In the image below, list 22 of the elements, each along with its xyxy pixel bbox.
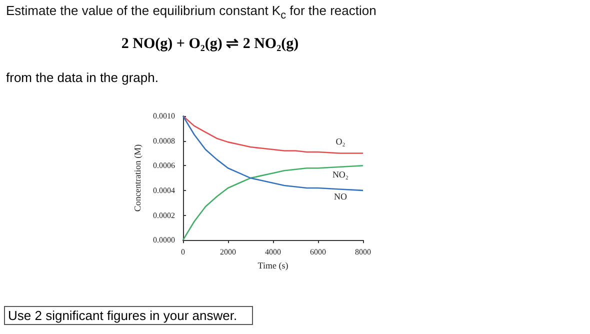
y-tick-label: 0.0004: [153, 186, 175, 195]
x-tick-label: 8000: [355, 248, 371, 257]
line-series: [182, 115, 364, 192]
x-tick-label: 6000: [310, 248, 326, 257]
y-tick-label: 0.0008: [153, 136, 175, 146]
series-label: NO: [334, 192, 348, 202]
chart-title: Estimate the value of the equilibrium constant K$_{c}$ for the reaction: [6, 3, 376, 22]
text: Use 2 significant figures in your answer.: [4, 306, 253, 325]
text: from the data in the graph.: [6, 70, 158, 85]
series-label: O₂: [336, 136, 346, 147]
x-axis-title: Time (s): [258, 260, 288, 270]
x-tick-label: 0: [181, 248, 185, 257]
y-tick-label: 0.0002: [153, 210, 175, 220]
chart-subtitle: 2 NO(g) + O₂(g) ⇌ 2 NO₂(g): [120, 35, 300, 53]
line-series: [182, 115, 364, 154]
series-label: NO₂: [332, 169, 349, 180]
x-tick-label: 4000: [265, 248, 281, 257]
y-tick-label: 0.0006: [153, 161, 175, 170]
y-axis-title: Concentration (M): [132, 144, 143, 212]
x-tick-label: 2000: [220, 248, 236, 257]
y-tick-label: 0.0000: [153, 236, 175, 245]
y-tick-label: 0.0010: [153, 112, 175, 120]
